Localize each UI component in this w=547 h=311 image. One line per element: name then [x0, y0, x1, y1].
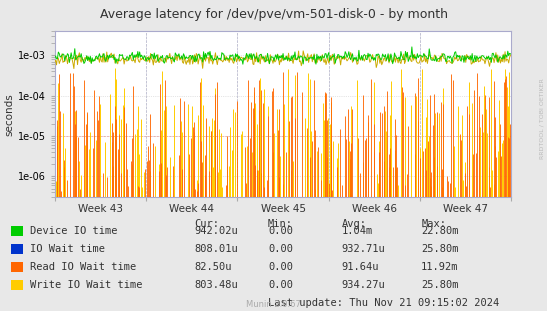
Text: Week 47: Week 47	[443, 204, 488, 214]
Text: 25.80m: 25.80m	[421, 244, 459, 254]
Text: 942.02u: 942.02u	[194, 226, 238, 236]
Text: Average latency for /dev/pve/vm-501-disk-0 - by month: Average latency for /dev/pve/vm-501-disk…	[100, 8, 447, 21]
Text: 0.00: 0.00	[268, 226, 293, 236]
Text: Week 45: Week 45	[260, 204, 306, 214]
Text: 934.27u: 934.27u	[342, 280, 386, 290]
Text: 91.64u: 91.64u	[342, 262, 380, 272]
Text: Week 44: Week 44	[169, 204, 214, 214]
Text: Week 46: Week 46	[352, 204, 397, 214]
Text: IO Wait time: IO Wait time	[30, 244, 105, 254]
Text: 1.04m: 1.04m	[342, 226, 373, 236]
Text: 0.00: 0.00	[268, 244, 293, 254]
Text: 803.48u: 803.48u	[194, 280, 238, 290]
Text: Write IO Wait time: Write IO Wait time	[30, 280, 143, 290]
Text: 11.92m: 11.92m	[421, 262, 459, 272]
Text: Cur:: Cur:	[194, 219, 219, 229]
Text: Week 43: Week 43	[78, 204, 123, 214]
Text: Min:: Min:	[268, 219, 293, 229]
Text: 22.80m: 22.80m	[421, 226, 459, 236]
Text: 808.01u: 808.01u	[194, 244, 238, 254]
Text: Max:: Max:	[421, 219, 446, 229]
Text: 932.71u: 932.71u	[342, 244, 386, 254]
Text: Munin 2.0.67: Munin 2.0.67	[246, 299, 301, 309]
Text: Device IO time: Device IO time	[30, 226, 118, 236]
Text: 0.00: 0.00	[268, 262, 293, 272]
Y-axis label: seconds: seconds	[5, 93, 15, 136]
Text: Avg:: Avg:	[342, 219, 367, 229]
Text: Last update: Thu Nov 21 09:15:02 2024: Last update: Thu Nov 21 09:15:02 2024	[268, 298, 499, 308]
Text: Read IO Wait time: Read IO Wait time	[30, 262, 136, 272]
Text: 0.00: 0.00	[268, 280, 293, 290]
Text: 82.50u: 82.50u	[194, 262, 232, 272]
Text: 25.80m: 25.80m	[421, 280, 459, 290]
Text: RRDTOOL / TOBI OETIKER: RRDTOOL / TOBI OETIKER	[539, 78, 544, 159]
